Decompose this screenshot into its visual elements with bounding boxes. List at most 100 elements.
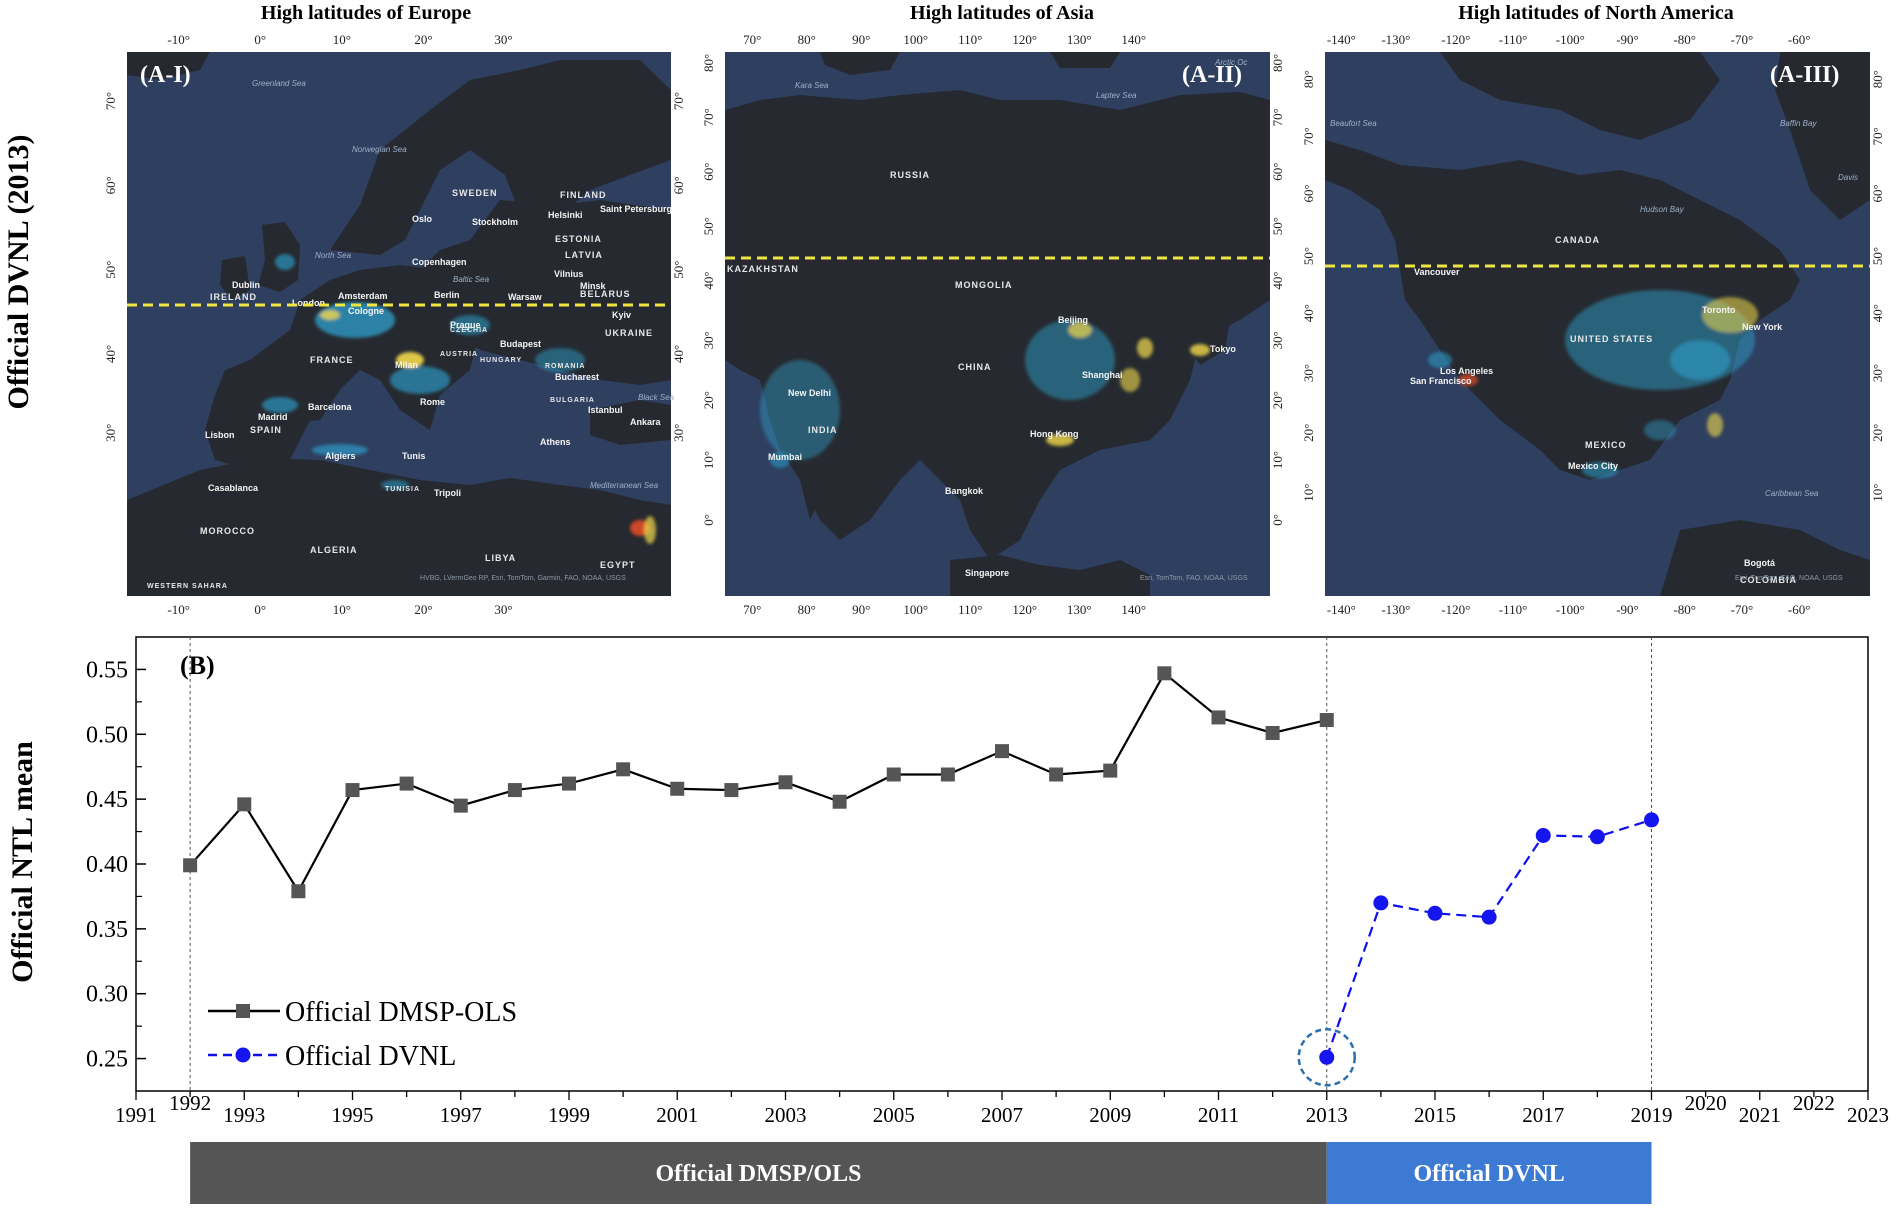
map-y-tick-label: 70° [1270,108,1285,126]
map-x-tick-label: 120° [1012,32,1037,47]
data-point [1481,909,1497,925]
land-asia [725,90,1270,560]
map-y-tick-label: 30° [103,424,118,442]
map-y-tick-label: 20° [1870,424,1885,442]
data-point [1373,895,1389,911]
x-tick-label: 1992 [169,1091,211,1115]
map-x-tick-label: -70° [1731,32,1754,47]
map-x-tick-label: -100° [1556,32,1585,47]
map-city-label: Rome [420,397,445,407]
side-label: Official DVNL (2013) [2,135,35,410]
map-y-tick-label: 60° [103,176,118,194]
data-point [237,797,252,812]
map-y-tick-label: 70° [671,92,686,110]
map-y-tick-label: 70° [1301,127,1316,145]
map-x-tick-label: -120° [1441,32,1470,47]
map-sea-label: Baltic Sea [453,275,490,284]
map-city-label: Bogotá [1744,558,1776,568]
x-tick-label: 2007 [981,1103,1023,1127]
period-bars: Official DMSP/OLS Official DVNL [190,1142,1652,1204]
map-city-label: Shanghai [1082,370,1123,380]
map-city-label: Tunis [402,451,425,461]
y-tick-label: 0.50 [86,722,128,748]
map-x-tick-label: -130° [1381,32,1410,47]
map-y-tick-label: 40° [671,345,686,363]
map-y-tick-label: 50° [1301,247,1316,265]
data-point [1211,710,1226,725]
legend: Official DMSP-OLS Official DVNL [208,997,517,1072]
map-title-namerica: High latitudes of North America [1458,2,1734,24]
map-sea-label: Davis [1838,173,1858,182]
series-line [189,671,1328,894]
map-x-tick-label: 100° [903,602,928,617]
map-panel-asia: High latitudes of Asia 70° 80° 90° 100° 110°… [701,2,1285,617]
map-x-tick-label: -120° [1441,602,1470,617]
map-x-tick-label: 80° [798,602,816,617]
map-y-tick-label: 50° [1870,247,1885,265]
map-x-tick-label: -10° [167,602,190,617]
map-y-tick-label: 60° [1870,184,1885,202]
map-city-label: Oslo [412,214,433,224]
data-point [995,744,1009,759]
map-x-tick-label: 10° [333,32,351,47]
x-tick-label: 1997 [440,1103,482,1127]
legend-marker-dmsp [236,1004,250,1018]
map-y-tick-label: 20° [1301,424,1316,442]
land-ireland [220,256,250,300]
map-region-label: ALGERIA [310,545,358,555]
x-tick-label: 2003 [765,1103,807,1127]
map-region-label: MOROCCO [200,526,255,536]
map-city-label: New Delhi [788,388,831,398]
map-city-label: Algiers [325,451,356,461]
map-city-label: Istanbul [588,405,623,415]
map-x-ticks-bottom-asia: 70° 80° 90° 100° 110° 120° 130° 140° [743,602,1146,617]
map-attribution: Esri, TomTom, FAO, NOAA, USGS [1140,575,1248,582]
data-point [291,884,306,899]
line-chart: 0.250.300.350.400.450.500.55 1991 1993 199… [6,636,1889,1127]
map-x-tick-label: 80° [798,32,816,47]
x-tick-label: 1999 [548,1103,590,1127]
map-x-tick-label: 110° [958,32,982,47]
map-sea-label: North Sea [315,251,352,260]
map-region-label: HUNGARY [480,357,522,364]
legend-label-dmsp: Official DMSP-OLS [285,997,517,1028]
map-x-tick-label: 90° [852,32,870,47]
map-y-tick-label: 50° [103,260,118,278]
y-tick-label: 0.25 [86,1047,128,1073]
city-lights-europe [262,254,656,544]
map-y-tick-label: 70° [1870,127,1885,145]
data-point [778,775,793,790]
map-y-ticks-right-europe: 70° 60° 50° 40° 30° [671,92,686,442]
map-y-tick-label: 10° [1301,484,1316,502]
map-y-tick-label: 10° [1270,451,1285,469]
map-y-tick-label: 60° [671,176,686,194]
map-title-asia: High latitudes of Asia [910,2,1094,24]
map-region-label: CANADA [1555,235,1600,245]
map-region-label: LIBYA [485,553,516,563]
map-y-tick-label: 20° [701,391,716,409]
data-point [1589,829,1605,845]
data-point [1265,725,1280,740]
map-x-tick-label: 120° [1012,602,1037,617]
data-point [1427,905,1443,921]
data-point [1319,713,1334,728]
map-city-label: Beijing [1058,315,1088,325]
map-y-tick-label: 50° [671,260,686,278]
map-city-label: Bangkok [945,486,984,496]
map-y-tick-label: 80° [701,54,716,72]
map-city-label: London [292,298,325,308]
map-city-label: Budapest [500,339,541,349]
map-region-label: WESTERN SAHARA [147,583,228,590]
map-x-tick-label: 140° [1121,602,1146,617]
map-sea-label: Black Sea [638,393,675,402]
map-x-tick-label: 30° [494,32,512,47]
map-city-label: Helsinki [548,210,583,220]
y-axis-title: Official NTL mean [6,741,39,983]
map-x-tick-label: -60° [1788,32,1811,47]
data-point [453,798,468,813]
map-x-tick-label: -140° [1327,602,1356,617]
land-greenland [1775,52,1870,220]
data-point [507,783,522,798]
map-y-tick-label: 70° [701,108,716,126]
